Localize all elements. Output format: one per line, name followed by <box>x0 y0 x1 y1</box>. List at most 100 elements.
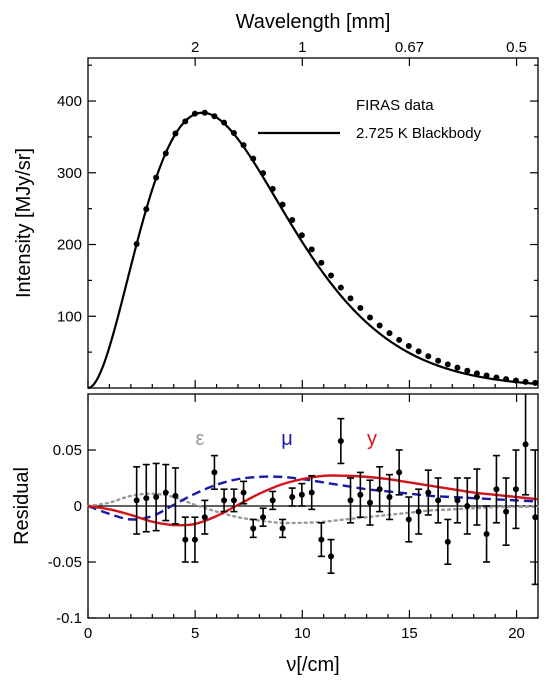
y-tick-label: 400 <box>57 93 82 110</box>
residual-point <box>464 503 471 509</box>
firas-data-point <box>357 304 364 311</box>
firas-data-point <box>328 272 334 279</box>
firas-data-point <box>444 361 451 368</box>
residual-point <box>405 516 412 523</box>
residual-y-tick-label: -0.05 <box>48 554 82 571</box>
residual-point <box>201 514 208 521</box>
model-curve-mu <box>87 475 539 521</box>
residual-point <box>444 538 451 545</box>
residual-point <box>308 489 315 496</box>
firas-data-point <box>133 241 140 248</box>
firas-data-point <box>376 322 383 329</box>
residual-point <box>357 491 364 498</box>
residual-point <box>435 497 442 504</box>
firas-data-point <box>230 129 237 136</box>
y-tick-label: 100 <box>57 308 82 325</box>
residual-point <box>512 486 519 493</box>
firas-data-point <box>182 118 189 125</box>
legend-label-firas-data: FIRAS data <box>356 97 434 114</box>
residual-point <box>396 469 403 476</box>
residual-point <box>347 497 354 504</box>
residual-point <box>298 491 305 498</box>
firas-data-point <box>289 217 296 224</box>
legend: FIRAS data 2.725 K Blackbody <box>258 97 482 142</box>
residual-point <box>318 536 325 543</box>
wavelength-tick-label: 0.67 <box>395 39 424 56</box>
residual-point <box>143 495 150 502</box>
firas-data-point <box>298 232 305 239</box>
wavelength-tick-label: 0.5 <box>506 39 527 56</box>
firas-data-point <box>240 142 247 149</box>
firas-data-point <box>512 377 519 384</box>
firas-data-point <box>503 376 510 383</box>
firas-data-point <box>396 336 403 343</box>
x-tick-label: 10 <box>294 625 311 642</box>
firas-data-point <box>464 367 471 374</box>
legend-mu: μ <box>281 428 293 450</box>
residual-point <box>473 494 480 501</box>
residual-point <box>260 514 267 521</box>
x-tick-label: 20 <box>508 625 525 642</box>
firas-data-point <box>162 150 169 157</box>
firas-data-point <box>172 130 179 137</box>
residual-point <box>269 497 276 504</box>
residual-point <box>328 553 334 560</box>
firas-data-point <box>308 246 315 253</box>
wavelength-tick-label: 1 <box>298 39 306 56</box>
residual-point <box>211 469 218 476</box>
residual-point <box>337 438 344 445</box>
frequency-axis-label: ν[/cm] <box>286 654 339 676</box>
model-curve-epsilon <box>86 492 540 525</box>
residual-y-tick-label: 0 <box>74 498 82 515</box>
residual-point <box>230 497 237 504</box>
firas-data-point <box>153 174 160 181</box>
firas-data-point <box>279 201 286 208</box>
residual-point <box>162 489 169 496</box>
firas-data-point <box>425 353 432 360</box>
residual-point <box>532 514 539 521</box>
legend-label-blackbody: 2.725 K Blackbody <box>356 125 482 142</box>
firas-data-point <box>493 374 500 381</box>
y-tick-label: 200 <box>57 237 82 254</box>
residual-point <box>221 497 228 504</box>
residual-point <box>376 486 383 493</box>
firas-data-point <box>337 284 344 291</box>
firas-data-point <box>386 330 393 337</box>
firas-data-point <box>435 357 442 364</box>
wavelength-axis-label: Wavelength [mm] <box>236 11 391 33</box>
residual-point <box>240 489 247 496</box>
firas-data-point <box>269 185 276 192</box>
y-tick-label: 300 <box>57 165 82 182</box>
intensity-axis-label: Intensity [MJy/sr] <box>13 148 35 298</box>
intensity-panel: 100 200 300 400 2 1 0.67 0.5 Wavelength [mm] In… <box>13 11 539 390</box>
residual-point <box>182 536 189 543</box>
firas-data-point <box>367 314 373 321</box>
blackbody-curve <box>87 111 539 390</box>
firas-data-point <box>415 348 422 355</box>
residual-point <box>289 494 296 501</box>
legend-y: y <box>367 428 377 450</box>
residual-point <box>279 525 286 532</box>
residual-point <box>153 494 160 501</box>
residual-point <box>522 441 529 448</box>
residual-point <box>503 508 510 515</box>
residual-point <box>191 536 198 543</box>
firas-data-point <box>191 110 198 117</box>
residual-point <box>415 508 422 515</box>
residual-y-tick-label: 0.05 <box>53 442 82 459</box>
residual-point <box>483 531 490 537</box>
firas-data-point <box>473 370 480 377</box>
residual-point <box>493 486 500 493</box>
residual-y-tick-label: -0.1 <box>56 610 82 627</box>
residual-point <box>172 492 179 499</box>
firas-data-point <box>221 119 228 126</box>
intensity-panel-frame <box>87 57 539 389</box>
residual-point <box>133 497 140 504</box>
x-tick-label: 5 <box>191 625 199 642</box>
firas-data-point <box>211 113 218 120</box>
residual-point <box>250 525 257 532</box>
firas-data-point <box>201 109 208 116</box>
legend-epsilon: ε <box>196 428 205 450</box>
residual-point <box>454 497 461 504</box>
